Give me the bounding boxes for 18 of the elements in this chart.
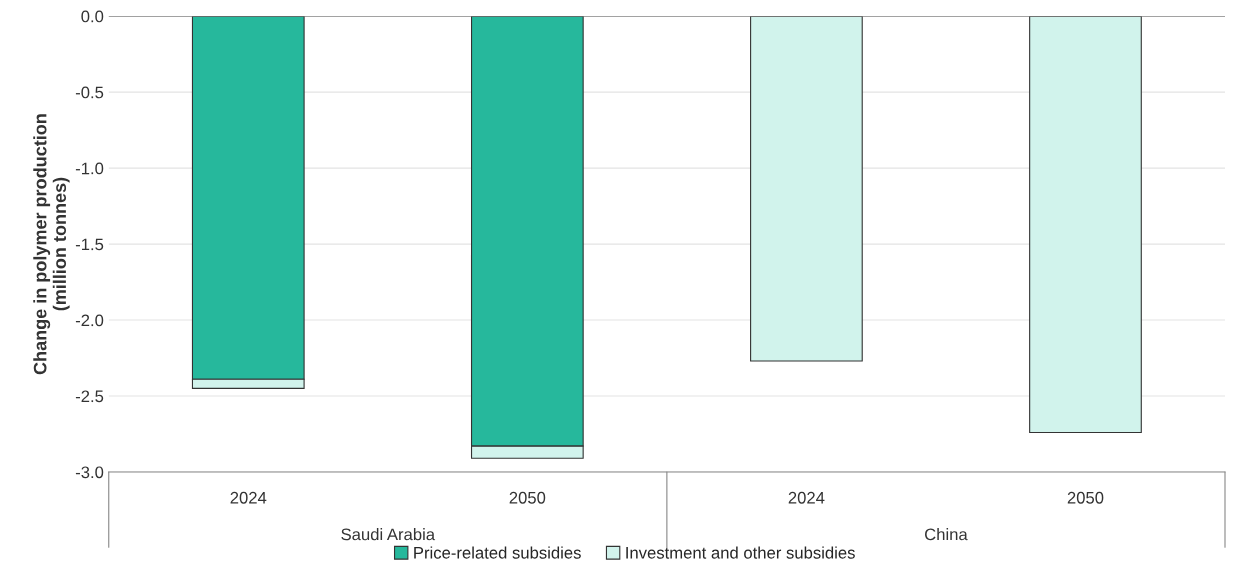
text: Saudi Arabia	[341, 528, 436, 541]
y-tick-label: -2.5	[75, 390, 104, 403]
bar	[750, 16, 863, 362]
y-tick-label: -2.0	[75, 314, 104, 327]
y-tick-label: -1.0	[75, 162, 104, 175]
x-tick-label: 2050	[509, 491, 546, 504]
x-tick-label: 2024	[788, 491, 825, 504]
legend-label: Investment and other subsidies	[626, 546, 855, 559]
text: China	[925, 528, 968, 541]
y-axis-title: Change in polymer production (million tonnes)	[33, 114, 70, 375]
y-tick-label: 0.0	[81, 10, 104, 23]
x-tick-label: 2050	[1067, 491, 1104, 504]
legend-label: Price-related subsidies	[414, 546, 581, 559]
y-tick-label: -1.5	[75, 238, 104, 251]
bar	[1029, 16, 1142, 434]
y-tick-label: -3.0	[75, 466, 104, 479]
y-tick-label: -0.5	[75, 86, 104, 99]
x-tick-label: 2024	[230, 491, 267, 504]
